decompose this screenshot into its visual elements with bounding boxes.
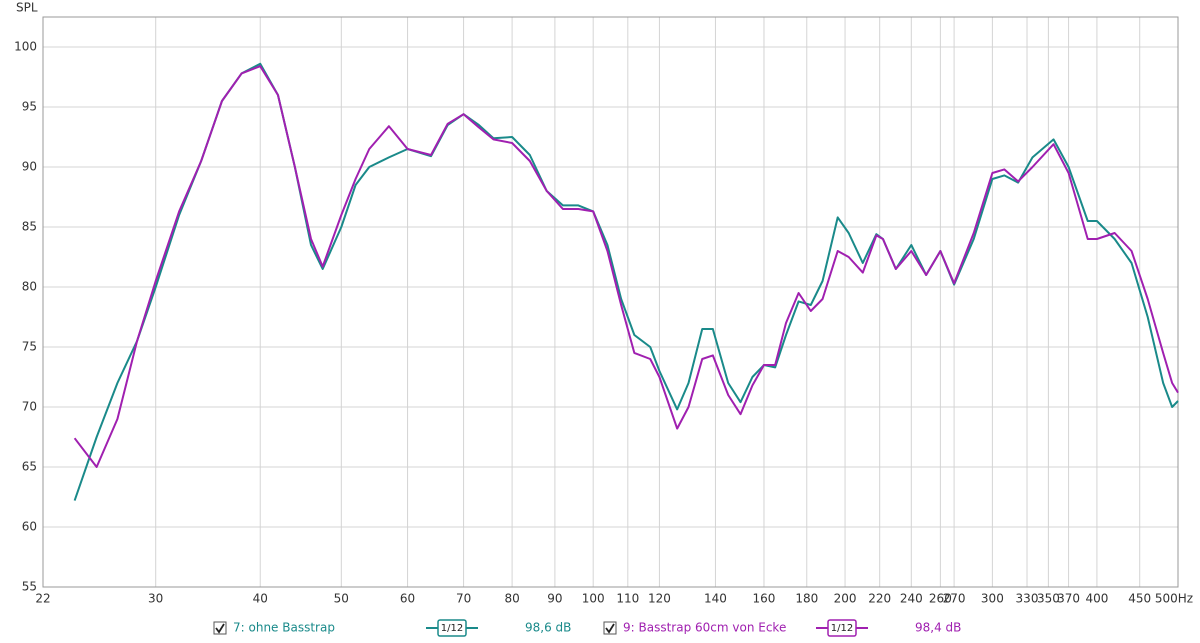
y-tick-label: 70	[22, 400, 37, 414]
y-tick-label: 90	[22, 160, 37, 174]
y-tick-label: 65	[22, 460, 37, 474]
x-tick-label: 90	[547, 592, 562, 606]
x-tick-label: 350	[1037, 592, 1060, 606]
y-tick-label: 75	[22, 340, 37, 354]
x-tick-label: 160	[753, 592, 776, 606]
smoothing-label: 1/12	[831, 623, 853, 634]
y-tick-label: 100	[14, 40, 37, 54]
legend-checkbox[interactable]	[213, 621, 227, 635]
level-label: 98,6 dB	[525, 621, 571, 635]
x-tick-label: 450	[1128, 592, 1151, 606]
x-tick-label: 260	[929, 592, 952, 606]
x-tick-label: 400	[1085, 592, 1108, 606]
y-tick-label: 80	[22, 280, 37, 294]
legend: 7: ohne Basstrap 1/12 98,6 dB 9: Basstrap 6…	[213, 619, 961, 637]
legend-label: 9: Basstrap 60cm von Ecke	[623, 621, 786, 635]
series-line	[73, 62, 1179, 501]
legend-checkbox[interactable]	[603, 621, 617, 635]
plot-frame	[42, 16, 1179, 588]
lines	[73, 62, 1179, 501]
smoothing-label: 1/12	[441, 623, 463, 634]
y-tick-label: 95	[22, 100, 37, 114]
x-tick-label: 120	[648, 592, 671, 606]
y-tick-label: 55	[22, 580, 37, 594]
grid	[42, 17, 1179, 588]
x-tick-label: 30	[148, 592, 163, 606]
smoothing-box[interactable]	[437, 619, 467, 637]
legend-check	[215, 623, 225, 634]
y-axis-label: SPL	[16, 1, 38, 15]
x-tick-label: 40	[253, 592, 268, 606]
y-tick-label: 60	[22, 520, 37, 534]
x-tick-label: 110	[616, 592, 639, 606]
level-label: 98,4 dB	[915, 621, 961, 635]
x-tick-label: 330	[1016, 592, 1039, 606]
x-tick-label: 200	[834, 592, 857, 606]
y-tick-label: 85	[22, 220, 37, 234]
smoothing-box[interactable]	[827, 619, 857, 637]
x-tick-label: 70	[456, 592, 471, 606]
x-tick-label: 500Hz	[1155, 592, 1193, 606]
legend-check	[605, 623, 615, 634]
x-tick-label: 100	[582, 592, 605, 606]
x-tick-label: 270	[943, 592, 966, 606]
series-line	[73, 65, 1179, 468]
x-tick-label: 220	[868, 592, 891, 606]
x-tick-label: 140	[704, 592, 727, 606]
legend-label: 7: ohne Basstrap	[233, 621, 335, 635]
x-tick-label: 50	[334, 592, 349, 606]
x-tick-label: 180	[795, 592, 818, 606]
x-tick-label: 80	[504, 592, 519, 606]
x-tick-label: 60	[400, 592, 415, 606]
x-tick-label: 240	[900, 592, 923, 606]
x-tick-label: 370	[1057, 592, 1080, 606]
x-tick-label: 300	[981, 592, 1004, 606]
x-tick-label: 22	[35, 592, 50, 606]
